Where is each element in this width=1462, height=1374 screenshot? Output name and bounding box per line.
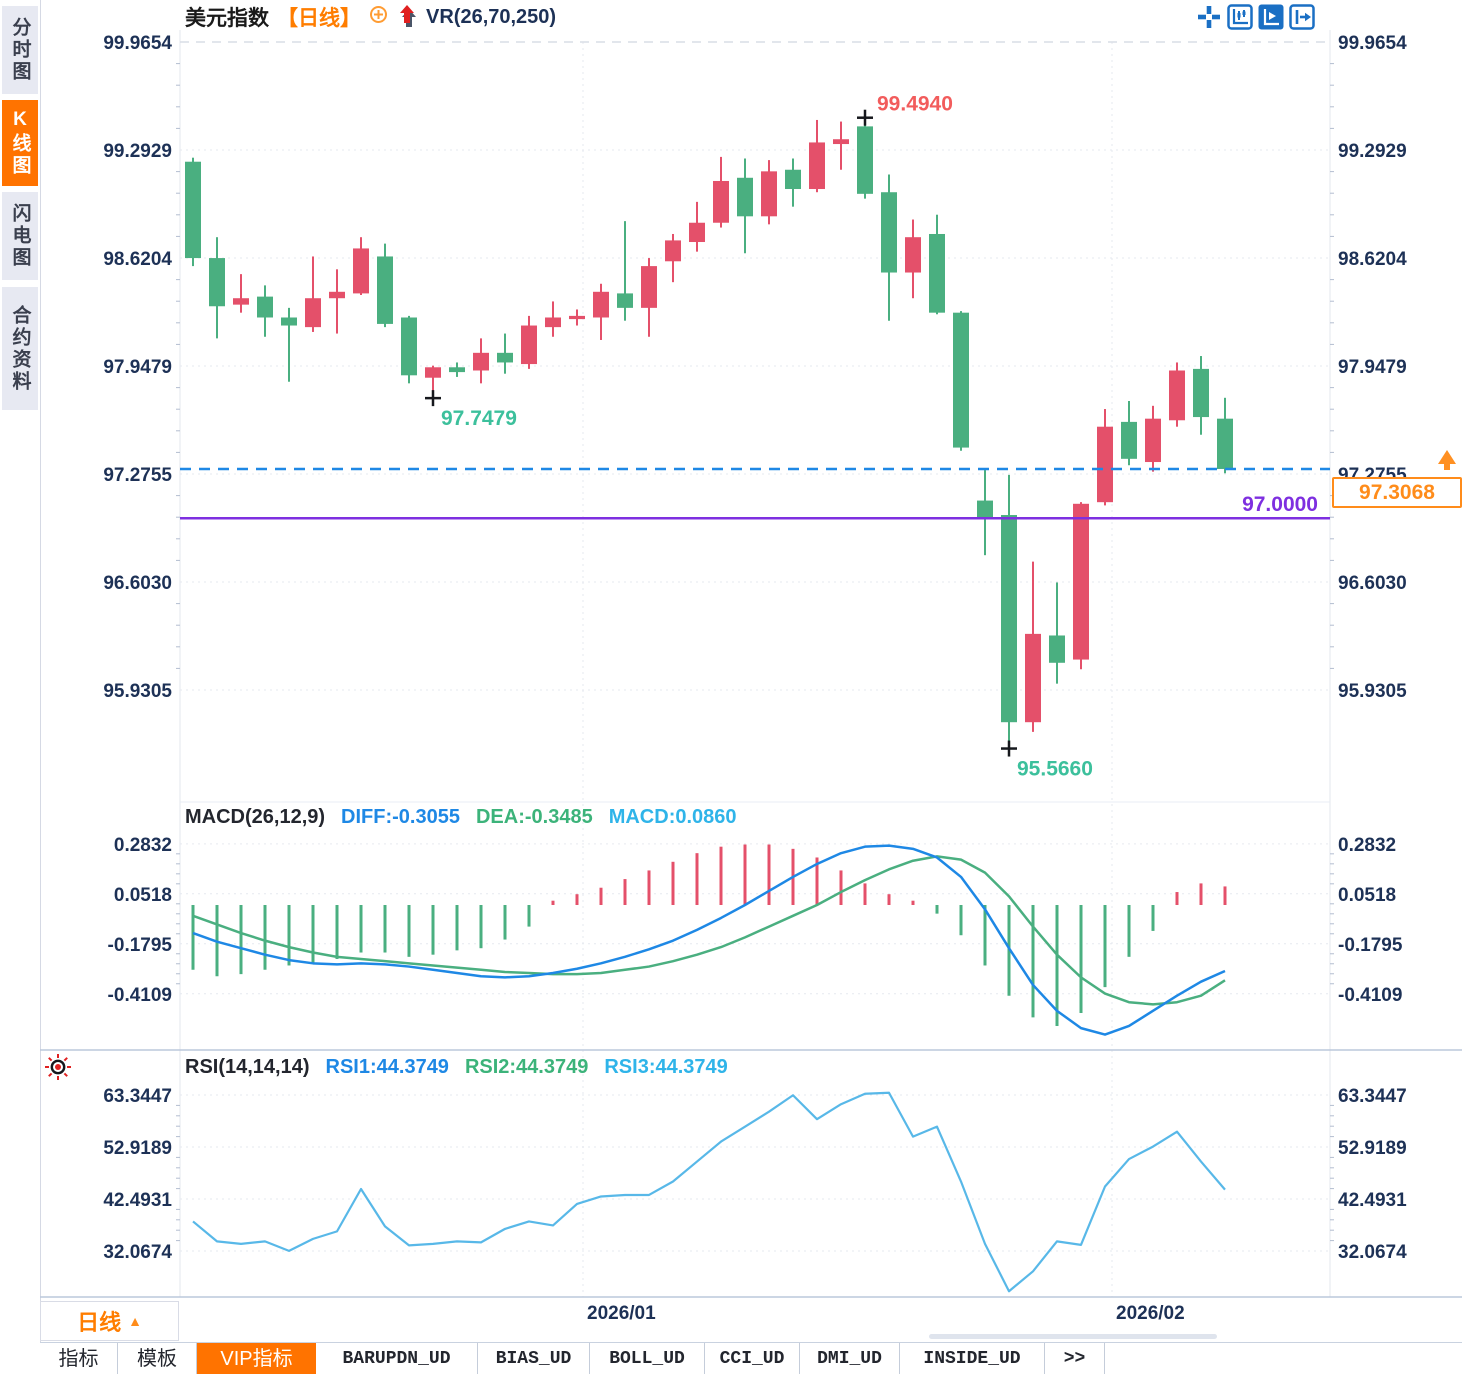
chart-header: 美元指数 【日线】 VR(26,70,250) [185, 3, 556, 31]
macd-header: MACD(26,12,9) DIFF:-0.3055 DEA:-0.3485 M… [185, 806, 737, 829]
axis-label: -0.1795 [108, 935, 173, 956]
price-up-arrow-icon [1436, 448, 1458, 479]
axis-label: 98.6204 [103, 249, 172, 270]
axis-labels: 99.9654 99.9654 99.2929 99.2929 98.6204 98.62… [103, 33, 1407, 1263]
macd-dea-value: DEA:-0.3485 [475, 806, 593, 828]
tab-inside-ud[interactable]: INSIDE_UD [900, 1343, 1045, 1374]
axis-label: 0.2832 [1338, 835, 1396, 856]
left-sidebar: 分时图 K线图 闪电图 合约资料 [0, 0, 41, 1374]
rsi2-value: RSI2:44.3749 [464, 1056, 589, 1078]
rsi-header: RSI(14,14,14) RSI1:44.3749 RSI2:44.3749 … [185, 1056, 728, 1079]
axis-label: -0.4109 [108, 985, 172, 1006]
chart-toolbar [1196, 4, 1315, 30]
tab-moban[interactable]: 模板 [118, 1343, 197, 1374]
annotations: 97.0000 99.4940 97.7479 95.5660 [425, 93, 1318, 781]
axis-label: 52.9189 [1338, 1138, 1407, 1159]
axis-play-icon[interactable] [1258, 4, 1284, 30]
axis-label: 32.0674 [1338, 1242, 1407, 1263]
axis-label: 99.9654 [1338, 33, 1407, 54]
candles [185, 117, 1233, 749]
tab-cci-ud[interactable]: CCI_UD [705, 1343, 800, 1374]
axis-label: 42.4931 [1338, 1190, 1407, 1211]
svg-text:95.5660: 95.5660 [1017, 758, 1093, 781]
period-tag: 【日线】 [277, 7, 361, 30]
current-price-badge: 97.3068 [1332, 477, 1462, 508]
crosshair-icon[interactable] [1196, 4, 1222, 30]
xaxis-label-feb: 2026/02 [1116, 1303, 1185, 1324]
target-sun-icon[interactable] [44, 1053, 72, 1086]
axis-label: 97.9479 [1338, 357, 1407, 378]
axis-label: 99.2929 [103, 141, 172, 162]
axis-label: -0.1795 [1338, 935, 1403, 956]
rsi1-value: RSI1:44.3749 [325, 1056, 449, 1078]
up-arrow-marker-icon [396, 3, 418, 32]
svg-text:97.0000: 97.0000 [1242, 493, 1318, 516]
axis-label: 95.9305 [103, 681, 172, 702]
axis-label: 0.0518 [1338, 885, 1396, 906]
axis-label: 0.0518 [114, 885, 172, 906]
period-arrow-icon: ▲ [128, 1313, 142, 1329]
tab-barupdn-ud[interactable]: BARUPDN_UD [316, 1343, 478, 1374]
sidebar-item-fenshitu[interactable]: 分时图 [2, 6, 38, 94]
tab-bias-ud[interactable]: BIAS_UD [478, 1343, 590, 1374]
axis-label: 95.9305 [1338, 681, 1407, 702]
gridlines [40, 30, 1462, 1298]
macd-macd-value: MACD:0.0860 [608, 806, 737, 828]
axis-label: 63.3447 [1338, 1086, 1407, 1107]
sidebar-item-shandiantu[interactable]: 闪电图 [2, 192, 38, 280]
axis-ticks [176, 63, 1334, 1242]
rsi3-value: RSI3:44.3749 [604, 1056, 728, 1078]
tab-vip-zhibiao[interactable]: VIP指标 [197, 1343, 316, 1374]
svg-text:99.4940: 99.4940 [877, 93, 953, 116]
symbol-title: 美元指数 [185, 7, 269, 30]
indicator-lines [192, 844, 1226, 1293]
macd-histogram [191, 844, 1227, 1026]
axis-label: 0.2832 [114, 835, 172, 856]
axis-label: 96.6030 [1338, 573, 1407, 594]
axis-label: 97.9479 [103, 357, 172, 378]
chart-scrollbar-thumb[interactable] [929, 1334, 1217, 1339]
sidebar-item-heyueziliao[interactable]: 合约资料 [2, 287, 38, 410]
axis-label: 99.2929 [1338, 141, 1407, 162]
axis-label: 63.3447 [103, 1086, 172, 1107]
indicator-tabbar: 指标 模板 VIP指标 BARUPDN_UD BIAS_UD BOLL_UD C… [40, 1342, 1462, 1374]
macd-diff-value: DIFF:-0.3055 [341, 806, 460, 828]
xaxis-label-jan: 2026/01 [587, 1303, 656, 1324]
period-label: 日线 [77, 1310, 122, 1335]
axis-exit-icon[interactable] [1289, 4, 1315, 30]
macd-title: MACD(26,12,9) [185, 806, 326, 828]
indicator-title: VR(26,70,250) [426, 5, 557, 28]
rsi-title: RSI(14,14,14) [185, 1056, 310, 1078]
tab-more[interactable]: >> [1045, 1343, 1105, 1374]
overlay-lines [180, 467, 1330, 520]
axis-label: -0.4109 [1338, 985, 1402, 1006]
tab-zhibiao[interactable]: 指标 [40, 1343, 118, 1374]
zoom-plus-icon[interactable] [369, 5, 388, 29]
period-selector-button[interactable]: 日线 ▲ [40, 1301, 179, 1341]
axis-label: 52.9189 [103, 1138, 172, 1159]
sidebar-item-kxiantu[interactable]: K线图 [2, 100, 38, 186]
tab-boll-ud[interactable]: BOLL_UD [590, 1343, 705, 1374]
axis-label: 32.0674 [103, 1242, 172, 1263]
axis-label: 97.2755 [103, 465, 172, 486]
axis-label: 96.6030 [103, 573, 172, 594]
svg-text:97.7479: 97.7479 [441, 407, 517, 430]
axis-candle-icon[interactable] [1227, 4, 1253, 30]
axis-label: 42.4931 [103, 1190, 172, 1211]
axis-label: 99.9654 [103, 33, 172, 54]
axis-label: 98.6204 [1338, 249, 1407, 270]
tab-dmi-ud[interactable]: DMI_UD [800, 1343, 900, 1374]
